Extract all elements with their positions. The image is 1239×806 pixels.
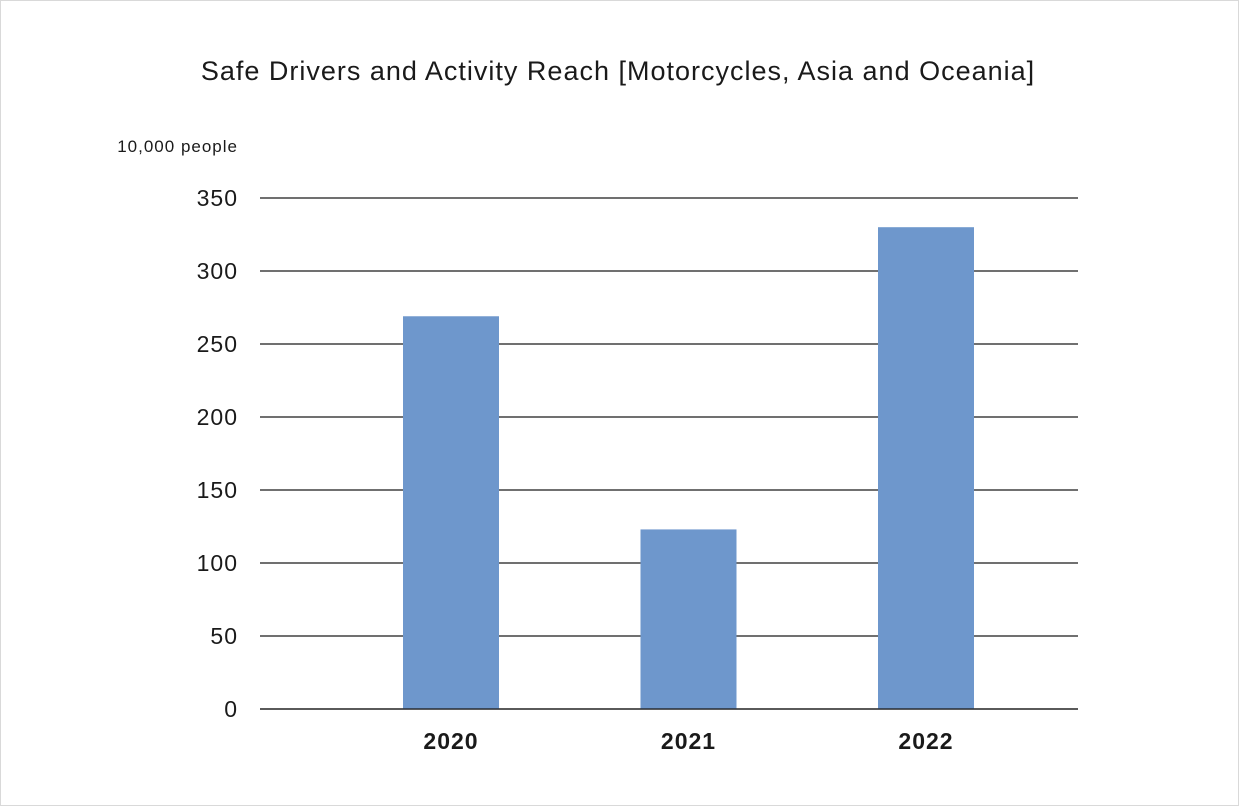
y-tick-label: 150 [197, 477, 238, 503]
bar-2021 [640, 529, 737, 709]
bar-2020 [403, 316, 499, 709]
y-tick-label: 100 [197, 550, 238, 576]
y-tick-label: 250 [197, 331, 238, 357]
y-tick-label: 50 [210, 623, 238, 649]
y-axis-unit-label: 10,000 people [117, 137, 238, 156]
chart-title: Safe Drivers and Activity Reach [Motorcy… [201, 56, 1035, 86]
x-tick-label-2022: 2022 [898, 728, 953, 754]
y-axis-ticks: 0 50 100 150 200 250 300 350 [197, 185, 238, 722]
y-tick-label: 300 [197, 258, 238, 284]
x-axis-ticks: 2020 2021 2022 [423, 728, 953, 754]
y-tick-label: 200 [197, 404, 238, 430]
bars [260, 227, 1078, 710]
x-tick-label-2020: 2020 [423, 728, 478, 754]
bar-2022 [878, 227, 974, 709]
y-tick-label: 0 [224, 696, 238, 722]
x-tick-label-2021: 2021 [661, 728, 716, 754]
y-tick-label: 350 [197, 185, 238, 211]
